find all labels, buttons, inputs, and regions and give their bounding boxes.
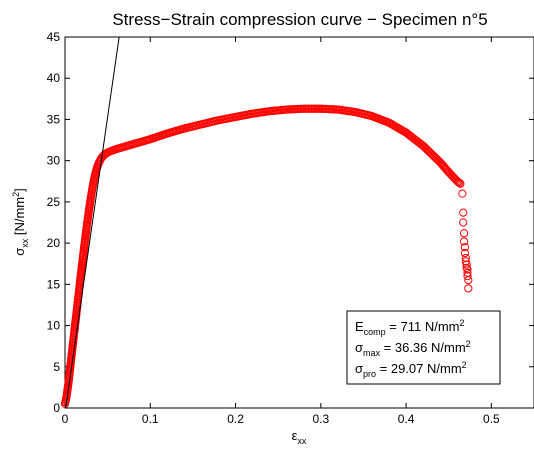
x-tick-label: 0.3 bbox=[312, 412, 329, 426]
legend-line-sigma-pro: σpro = 29.07 N/mm2 bbox=[355, 360, 467, 379]
x-tick-label: 0.2 bbox=[227, 412, 244, 426]
y-tick-label: 0 bbox=[53, 401, 60, 415]
x-tick-label: 0.1 bbox=[142, 412, 159, 426]
failure-point bbox=[460, 248, 470, 258]
x-label-sub: xx bbox=[297, 436, 307, 446]
failure-point bbox=[463, 265, 472, 274]
y-tick-label: 20 bbox=[47, 236, 61, 250]
x-tick-label: 0 bbox=[62, 412, 69, 426]
failure-point bbox=[459, 237, 469, 246]
failure-point bbox=[459, 208, 468, 217]
failure-point bbox=[462, 263, 471, 272]
failure-point bbox=[463, 271, 472, 281]
y-tick-label: 35 bbox=[47, 112, 61, 126]
failure-point bbox=[458, 189, 467, 198]
y-tick-label: 10 bbox=[47, 319, 61, 333]
y-label-sub: xx bbox=[20, 238, 30, 248]
failure-point bbox=[459, 218, 468, 227]
failure-point bbox=[461, 257, 470, 266]
failure-point bbox=[461, 253, 470, 263]
y-label-main: σ bbox=[12, 248, 27, 256]
x-tick-label: 0.5 bbox=[483, 412, 500, 426]
y-tick-label: 30 bbox=[47, 154, 61, 168]
y-axis-label: σxx [N/mm2] bbox=[11, 188, 30, 256]
failure-point bbox=[464, 276, 473, 285]
y-label-sup: 2 bbox=[11, 192, 21, 197]
axis-ticks: 0 0.1 0.2 0.3 0.4 0.5 0 5 10 15 20 25 30 35 40 45 bbox=[47, 30, 534, 426]
y-tick-label: 25 bbox=[47, 195, 61, 209]
y-label-close: ] bbox=[12, 188, 27, 192]
data-point bbox=[456, 179, 465, 188]
data-point bbox=[454, 178, 463, 187]
data-point bbox=[455, 178, 464, 188]
results-legend-box: Ecomp = 711 N/mm2 σmax = 36.36 N/mm2 σpr… bbox=[346, 310, 501, 385]
y-tick-label: 5 bbox=[53, 360, 60, 374]
failure-point bbox=[460, 243, 470, 252]
x-axis-label: εxx bbox=[292, 428, 307, 446]
legend-line-sigma-max: σmax = 36.36 N/mm2 bbox=[355, 339, 471, 358]
failure-point bbox=[459, 229, 469, 238]
y-tick-label: 45 bbox=[47, 30, 61, 44]
elastic-fit-line bbox=[65, 36, 120, 409]
y-label-unit: [N/mm bbox=[12, 197, 27, 239]
chart-title: Stress−Strain compression curve − Specim… bbox=[112, 10, 487, 29]
y-tick-label: 40 bbox=[47, 71, 61, 85]
legend-frame bbox=[346, 310, 501, 385]
failure-point bbox=[464, 284, 473, 293]
x-label-main: ε bbox=[292, 428, 298, 443]
legend-line-ecomp: Ecomp = 711 N/mm2 bbox=[355, 318, 465, 337]
x-tick-label: 0.4 bbox=[398, 412, 415, 426]
failure-point bbox=[462, 260, 471, 269]
y-tick-label: 15 bbox=[47, 277, 61, 291]
